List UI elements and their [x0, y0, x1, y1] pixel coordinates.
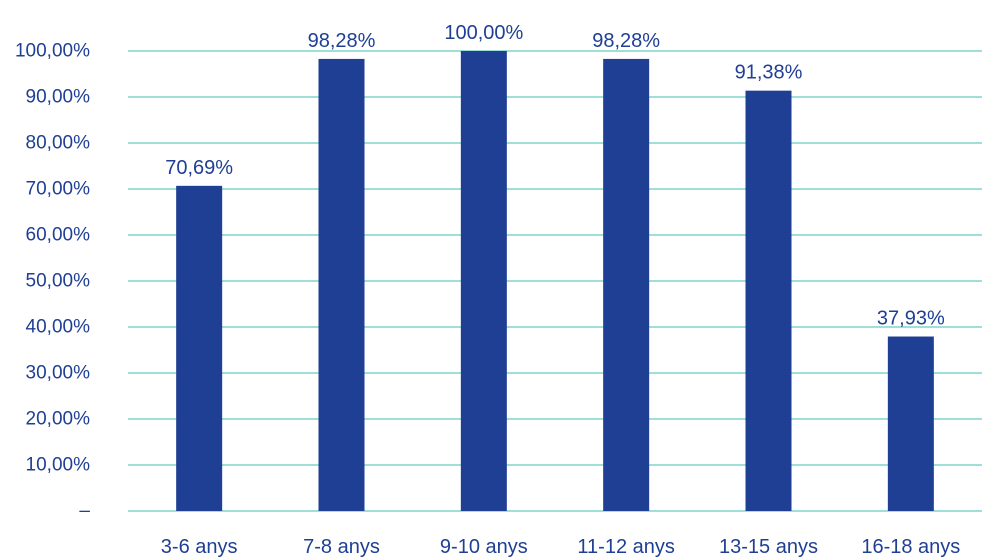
bar-value-label: 91,38%: [735, 62, 803, 84]
gridlines: [128, 50, 982, 512]
bar-value-label: 70,69%: [165, 157, 233, 179]
bar-value-label: 100,00%: [444, 22, 523, 44]
bar-value-label: 37,93%: [877, 308, 945, 330]
y-tick-label: 50,00%: [26, 271, 91, 292]
y-tick-label: 60,00%: [26, 225, 91, 246]
x-tick-label: 13-15 anys: [719, 536, 818, 558]
x-tick-label: 9-10 anys: [440, 536, 528, 558]
y-tick-label: 20,00%: [26, 409, 91, 430]
bar-value-label: 98,28%: [308, 30, 376, 52]
bar-value-label: 98,28%: [592, 30, 660, 52]
y-tick-label: –: [79, 501, 90, 522]
x-tick-label: 3-6 anys: [161, 536, 238, 558]
y-tick-label: 80,00%: [26, 133, 91, 154]
y-tick-label: 40,00%: [26, 317, 91, 338]
y-tick-label: 100,00%: [15, 41, 90, 62]
x-tick-label: 7-8 anys: [303, 536, 380, 558]
bar-value-labels: 70,69% 98,28% 100,00% 98,28% 91,38% 37,93%: [165, 22, 945, 330]
x-tick-label: 16-18 anys: [861, 536, 960, 558]
bars: [176, 51, 934, 512]
y-axis-tick-labels: – 10,00% 20,00% 30,00% 40,00% 50,00% 60,00% 70,…: [15, 41, 90, 522]
y-tick-label: 10,00%: [26, 455, 91, 476]
y-tick-label: 30,00%: [26, 363, 91, 384]
bar: [318, 58, 365, 512]
x-tick-label: 11-12 anys: [577, 536, 674, 558]
bar: [176, 185, 223, 512]
y-tick-label: 70,00%: [26, 179, 91, 200]
y-tick-label: 90,00%: [26, 87, 91, 108]
bar: [745, 90, 792, 511]
bar: [887, 336, 934, 511]
x-axis-tick-labels: 3-6 anys 7-8 anys 9-10 anys 11-12 anys 13-15…: [161, 536, 961, 558]
bar: [603, 58, 650, 512]
bar: [460, 51, 507, 511]
